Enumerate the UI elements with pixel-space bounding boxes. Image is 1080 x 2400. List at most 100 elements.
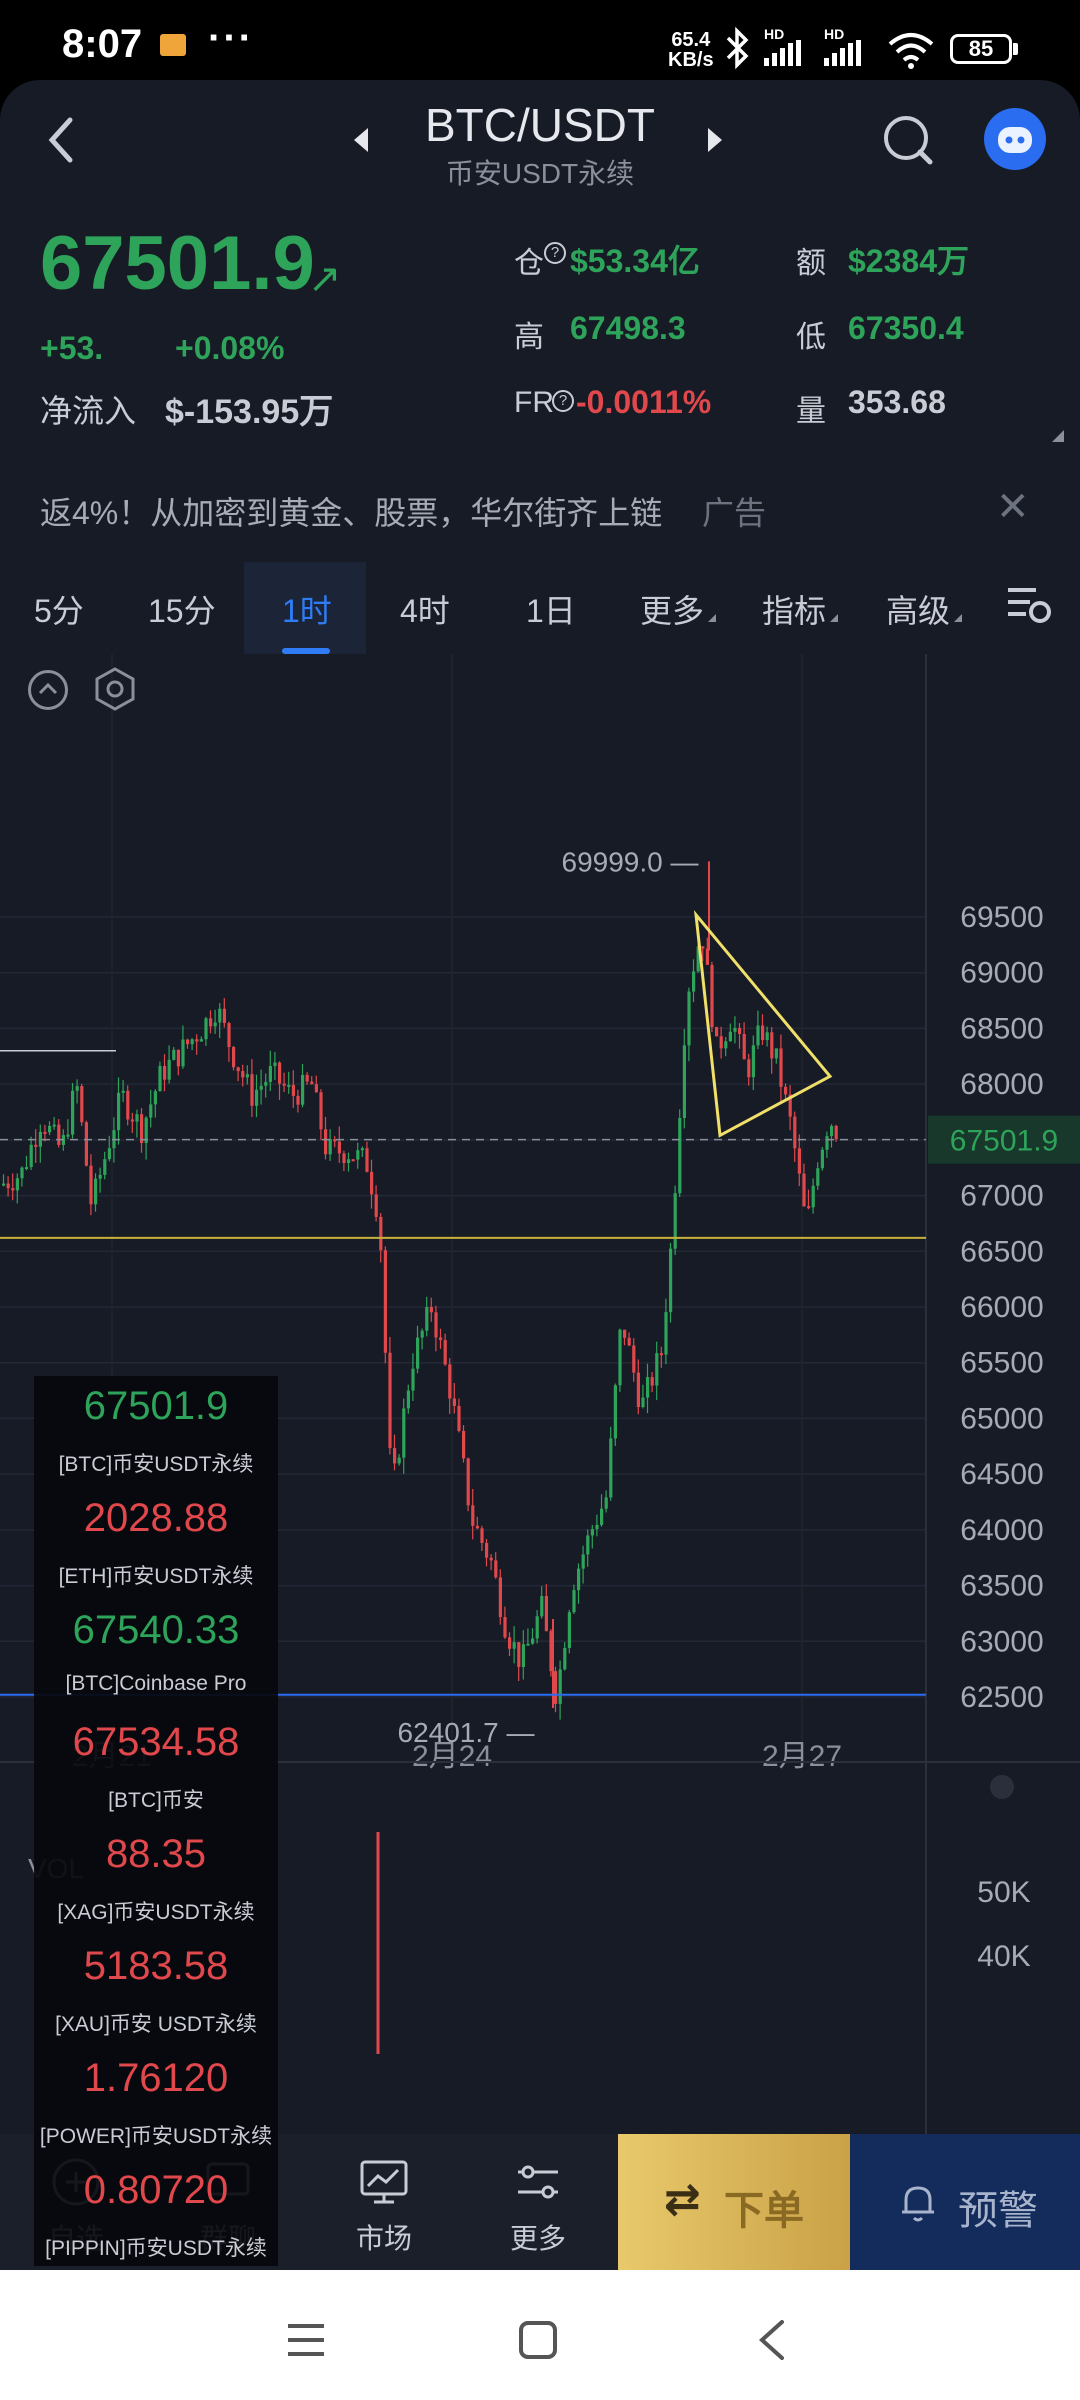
network-speed-value: 65.4 <box>671 29 711 51</box>
ticker-price[interactable]: 67501.9 <box>83 1384 229 1428</box>
info-icon[interactable]: ? <box>544 242 566 264</box>
y-tick-label: 63000 <box>960 1625 1043 1658</box>
candle-body <box>310 1081 314 1085</box>
hexagon-settings-icon[interactable] <box>92 666 138 712</box>
nav-more-label: 更多 <box>509 2223 566 2254</box>
candle-body <box>6 1183 10 1189</box>
tab-5m[interactable]: 5分 <box>34 593 84 629</box>
candle-body <box>144 1117 148 1143</box>
candle-body <box>715 1027 719 1037</box>
tab-advanced[interactable]: 高级 <box>886 586 963 632</box>
ticker-price[interactable]: 88.35 <box>105 1832 207 1876</box>
expand-stats-icon[interactable] <box>1052 430 1064 442</box>
candle-body <box>733 1028 737 1032</box>
candle-body <box>324 1129 328 1155</box>
candle-body <box>379 1216 383 1251</box>
tab-4h[interactable]: 4时 <box>400 593 450 629</box>
wifi-icon <box>888 33 934 69</box>
y-tick-label: 65500 <box>960 1347 1043 1380</box>
candle-body <box>701 946 705 949</box>
ticker-price[interactable]: 0.80720 <box>83 2168 229 2212</box>
candle-body <box>370 1171 374 1195</box>
candle-body <box>163 1065 167 1080</box>
candle-body <box>218 1008 222 1023</box>
system-nav-bar <box>0 2270 1080 2400</box>
back-nav-icon[interactable] <box>752 2318 792 2362</box>
candles <box>2 861 838 1720</box>
candle-body <box>632 1345 636 1373</box>
candle-body <box>213 1022 217 1027</box>
ticker-name: [XAU]币安 USDT永续 <box>55 2013 257 2036</box>
candle-body <box>678 1117 682 1194</box>
tab-indicators[interactable]: 指标 <box>762 586 839 632</box>
order-button[interactable]: ⇄ 下单 <box>618 2134 850 2270</box>
candle-body <box>673 1193 677 1249</box>
candle-body <box>581 1554 585 1569</box>
ticker-price[interactable]: 5183.58 <box>83 1944 229 1988</box>
pair-title[interactable]: BTC/USDT <box>425 99 655 151</box>
assistant-avatar-icon[interactable] <box>984 108 1046 170</box>
candle-body <box>259 1085 263 1090</box>
candle-body <box>250 1074 254 1106</box>
candle-body <box>186 1039 190 1045</box>
tab-1h[interactable]: 1时 <box>282 593 332 629</box>
candle-body <box>531 1638 535 1644</box>
next-pair-icon[interactable] <box>708 128 722 152</box>
candle-body <box>273 1062 277 1067</box>
ticker-price[interactable]: 67540.33 <box>72 1608 240 1652</box>
candle-body <box>48 1125 52 1133</box>
funding-rate-value: -0.0011% <box>576 384 712 420</box>
search-icon[interactable] <box>880 112 936 168</box>
ticker-price[interactable]: 2028.88 <box>83 1496 229 1540</box>
ad-banner-text[interactable]: 返4%！从加密到黄金、股票，华尔街齐上链 <box>40 495 663 531</box>
close-ad-icon[interactable]: ✕ <box>996 485 1030 529</box>
funding-info-icon[interactable]: ? <box>552 390 574 412</box>
candle-body <box>774 1048 778 1059</box>
ticker-price[interactable]: 67534.58 <box>72 1720 240 1764</box>
y-tick-label: 69000 <box>960 957 1043 990</box>
chart-settings-icon[interactable] <box>1004 582 1054 626</box>
nav-more[interactable]: 更多 <box>478 2154 598 2257</box>
tab-1d[interactable]: 1日 <box>526 593 576 629</box>
candle-body <box>687 991 691 1046</box>
candle-body <box>586 1535 590 1555</box>
candle-body <box>692 971 696 992</box>
ticker-float-panel[interactable]: 67501.9 [BTC]币安USDT永续 2028.88 [ETH]币安USDT永续… <box>34 1376 278 2266</box>
previous-pair-icon[interactable] <box>354 128 368 152</box>
candle-body <box>84 1122 88 1166</box>
candle-body <box>301 1074 305 1105</box>
candle-body <box>544 1596 548 1632</box>
ticker-price[interactable]: 1.76120 <box>83 2056 229 2100</box>
net-inflow-value: $-153.95万 <box>165 393 334 431</box>
collapse-chart-button[interactable] <box>28 670 68 710</box>
candle-body <box>747 1059 751 1078</box>
alert-button[interactable]: 预警 <box>850 2134 1080 2270</box>
order-button-label: 下单 <box>724 2189 804 2233</box>
nav-market[interactable]: 市场 <box>324 2154 444 2257</box>
candle-body <box>34 1144 38 1147</box>
candle-body <box>526 1643 530 1646</box>
tab-15m[interactable]: 15分 <box>148 593 216 629</box>
open-interest-value: $53.34亿 <box>570 243 700 279</box>
candle-body <box>287 1084 291 1087</box>
y-tick-label: 66500 <box>960 1235 1043 1268</box>
tab-more[interactable]: 更多 <box>640 586 717 632</box>
y-tick-label: 68000 <box>960 1068 1043 1101</box>
candle-body <box>278 1062 282 1084</box>
candle-body <box>57 1124 61 1145</box>
candle-body <box>333 1139 337 1142</box>
tab-more-label: 更多 <box>640 593 705 629</box>
candle-body <box>834 1125 838 1140</box>
candle-body <box>572 1590 576 1613</box>
candle-body <box>540 1596 544 1617</box>
back-icon[interactable] <box>42 110 82 170</box>
candle-body <box>705 948 709 965</box>
candle-body <box>121 1090 125 1093</box>
candle-body <box>521 1644 525 1667</box>
candle-body <box>609 1438 613 1498</box>
app-screen: BTC/USDT 币安USDT永续 67501.9 ↗ +53. +0.08% … <box>0 80 1080 2270</box>
triangle-drawing <box>693 909 833 1138</box>
menu-icon[interactable] <box>286 2320 326 2360</box>
price-chart[interactable]: 6950069000685006800067500670006650066000… <box>0 654 1080 2174</box>
home-icon[interactable] <box>518 2320 558 2360</box>
